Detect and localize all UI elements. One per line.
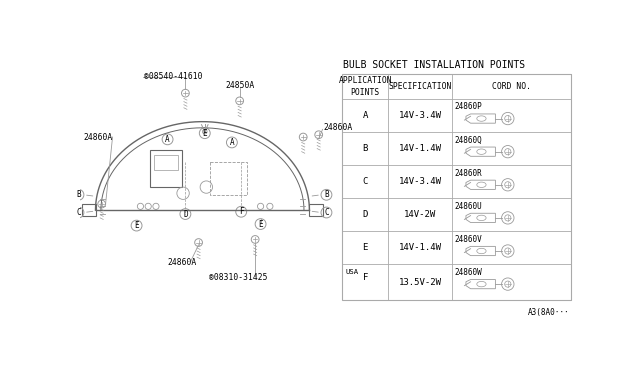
Bar [81, 204, 95, 217]
Text: C: C [362, 177, 368, 186]
Text: BULB SOCKET INSTALLATION POINTS: BULB SOCKET INSTALLATION POINTS [343, 60, 525, 70]
Text: F: F [239, 207, 243, 216]
Text: 14V-3.4W: 14V-3.4W [399, 177, 442, 186]
Text: 24860V: 24860V [454, 235, 482, 244]
Text: B: B [76, 190, 81, 199]
Text: E: E [362, 243, 368, 252]
Text: USA: USA [345, 269, 358, 275]
Bar [342, 74, 571, 300]
Text: A: A [165, 135, 170, 144]
Bar [154, 155, 178, 170]
Text: C: C [76, 208, 81, 217]
Text: D: D [183, 209, 188, 218]
Text: A3(8A0···: A3(8A0··· [527, 308, 569, 317]
Text: 24860W: 24860W [454, 268, 482, 277]
Text: B: B [324, 190, 329, 199]
Text: F: F [362, 273, 368, 282]
Text: E: E [259, 219, 263, 228]
Text: ®08540-41610: ®08540-41610 [145, 73, 203, 81]
Bar [210, 163, 248, 195]
Text: CORD NO.: CORD NO. [492, 82, 531, 91]
Text: APPLICATION
POINTS: APPLICATION POINTS [339, 76, 392, 97]
Text: ®08310-31425: ®08310-31425 [209, 273, 267, 282]
Text: 24860U: 24860U [454, 202, 482, 211]
Text: E: E [202, 129, 207, 138]
Text: 14V-2W: 14V-2W [404, 210, 436, 219]
Text: A: A [362, 110, 368, 119]
Bar [150, 150, 182, 187]
Text: 24860P: 24860P [454, 102, 482, 111]
Text: D: D [362, 210, 368, 219]
Text: A: A [230, 138, 234, 147]
Text: 13.5V-2W: 13.5V-2W [399, 278, 442, 287]
Text: 24860Q: 24860Q [454, 135, 482, 144]
Text: 14V-1.4W: 14V-1.4W [399, 243, 442, 252]
Text: 24860A: 24860A [83, 132, 113, 141]
Text: 24860A: 24860A [168, 258, 197, 267]
Text: 14V-1.4W: 14V-1.4W [399, 144, 442, 153]
Text: 24850A: 24850A [226, 81, 255, 90]
Text: C: C [324, 208, 329, 217]
Text: E: E [134, 221, 139, 230]
Text: 24860R: 24860R [454, 169, 482, 177]
Text: 24860A: 24860A [323, 122, 353, 132]
Bar [309, 204, 323, 217]
Text: SPECIFICATION: SPECIFICATION [388, 82, 452, 91]
Text: 14V-3.4W: 14V-3.4W [399, 110, 442, 119]
Text: B: B [362, 144, 368, 153]
